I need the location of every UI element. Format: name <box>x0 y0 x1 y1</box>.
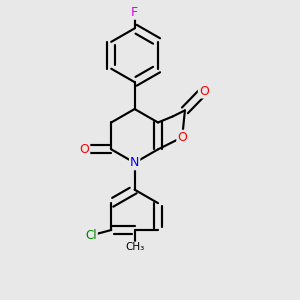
Text: N: N <box>130 156 139 169</box>
Text: O: O <box>177 131 187 144</box>
Text: CH₃: CH₃ <box>125 242 144 253</box>
Text: O: O <box>199 85 209 98</box>
Text: O: O <box>80 143 89 156</box>
Text: Cl: Cl <box>85 229 97 242</box>
Text: F: F <box>131 6 138 19</box>
